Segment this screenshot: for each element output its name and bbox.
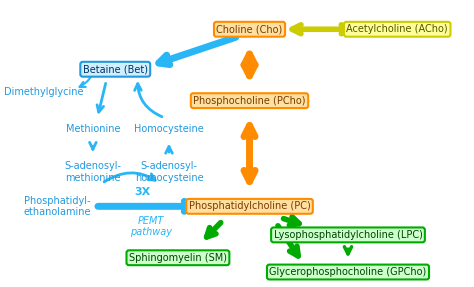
Text: Sphingomyelin (SM): Sphingomyelin (SM): [129, 253, 227, 263]
Text: S-adenosyl-
methionine: S-adenosyl- methionine: [64, 161, 121, 183]
Text: Lysophosphatidylcholine (LPC): Lysophosphatidylcholine (LPC): [273, 230, 422, 240]
Text: Acetylcholine (ACho): Acetylcholine (ACho): [346, 24, 448, 34]
Text: Dimethylglycine: Dimethylglycine: [4, 87, 83, 97]
Text: Homocysteine: Homocysteine: [134, 124, 204, 134]
Text: Methionine: Methionine: [65, 124, 120, 134]
Text: PEMT
pathway: PEMT pathway: [130, 216, 172, 237]
Text: S-adenosyl-
homocysteine: S-adenosyl- homocysteine: [135, 161, 203, 183]
Text: Phosphocholine (PCho): Phosphocholine (PCho): [193, 96, 306, 106]
Text: Choline (Cho): Choline (Cho): [217, 24, 283, 34]
Text: Phosphatidyl-
ethanolamine: Phosphatidyl- ethanolamine: [23, 195, 91, 217]
Text: Betaine (Bet): Betaine (Bet): [83, 64, 148, 74]
Text: Phosphatidylcholine (PC): Phosphatidylcholine (PC): [189, 201, 310, 211]
Text: Glycerophosphocholine (GPCho): Glycerophosphocholine (GPCho): [269, 267, 427, 277]
Text: 3X: 3X: [134, 187, 150, 197]
